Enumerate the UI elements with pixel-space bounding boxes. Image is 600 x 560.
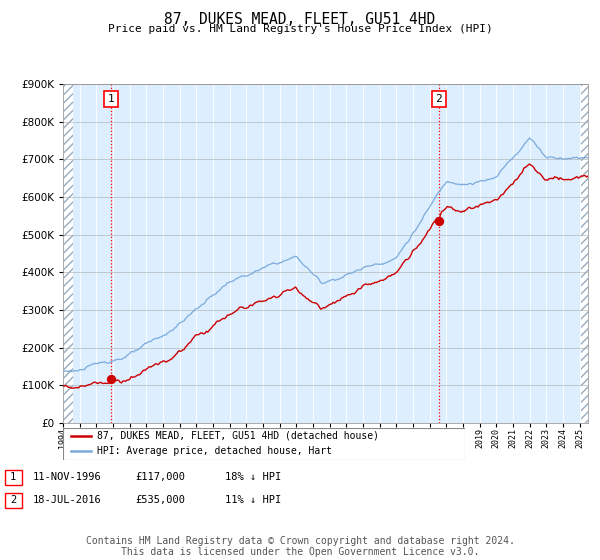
Text: 1: 1 [10, 472, 16, 482]
Bar [63, 84, 73, 423]
Text: 11-NOV-1996: 11-NOV-1996 [33, 472, 102, 482]
Point [106, 374, 116, 383]
Text: 87, DUKES MEAD, FLEET, GU51 4HD: 87, DUKES MEAD, FLEET, GU51 4HD [164, 12, 436, 27]
Text: 2: 2 [436, 94, 442, 104]
Text: Price paid vs. HM Land Registry's House Price Index (HPI): Price paid vs. HM Land Registry's House … [107, 24, 493, 34]
Text: 11% ↓ HPI: 11% ↓ HPI [225, 495, 281, 505]
Text: £535,000: £535,000 [135, 495, 185, 505]
Text: 18-JUL-2016: 18-JUL-2016 [33, 495, 102, 505]
Text: HPI: Average price, detached house, Hart: HPI: Average price, detached house, Hart [97, 446, 332, 456]
Point [434, 217, 443, 226]
Text: Contains HM Land Registry data © Crown copyright and database right 2024.
This d: Contains HM Land Registry data © Crown c… [86, 535, 514, 557]
Bar [581, 84, 588, 423]
Text: £117,000: £117,000 [135, 472, 185, 482]
Text: 1: 1 [107, 94, 114, 104]
Text: 2: 2 [10, 495, 16, 505]
Text: 87, DUKES MEAD, FLEET, GU51 4HD (detached house): 87, DUKES MEAD, FLEET, GU51 4HD (detache… [97, 431, 379, 441]
Text: 18% ↓ HPI: 18% ↓ HPI [225, 472, 281, 482]
